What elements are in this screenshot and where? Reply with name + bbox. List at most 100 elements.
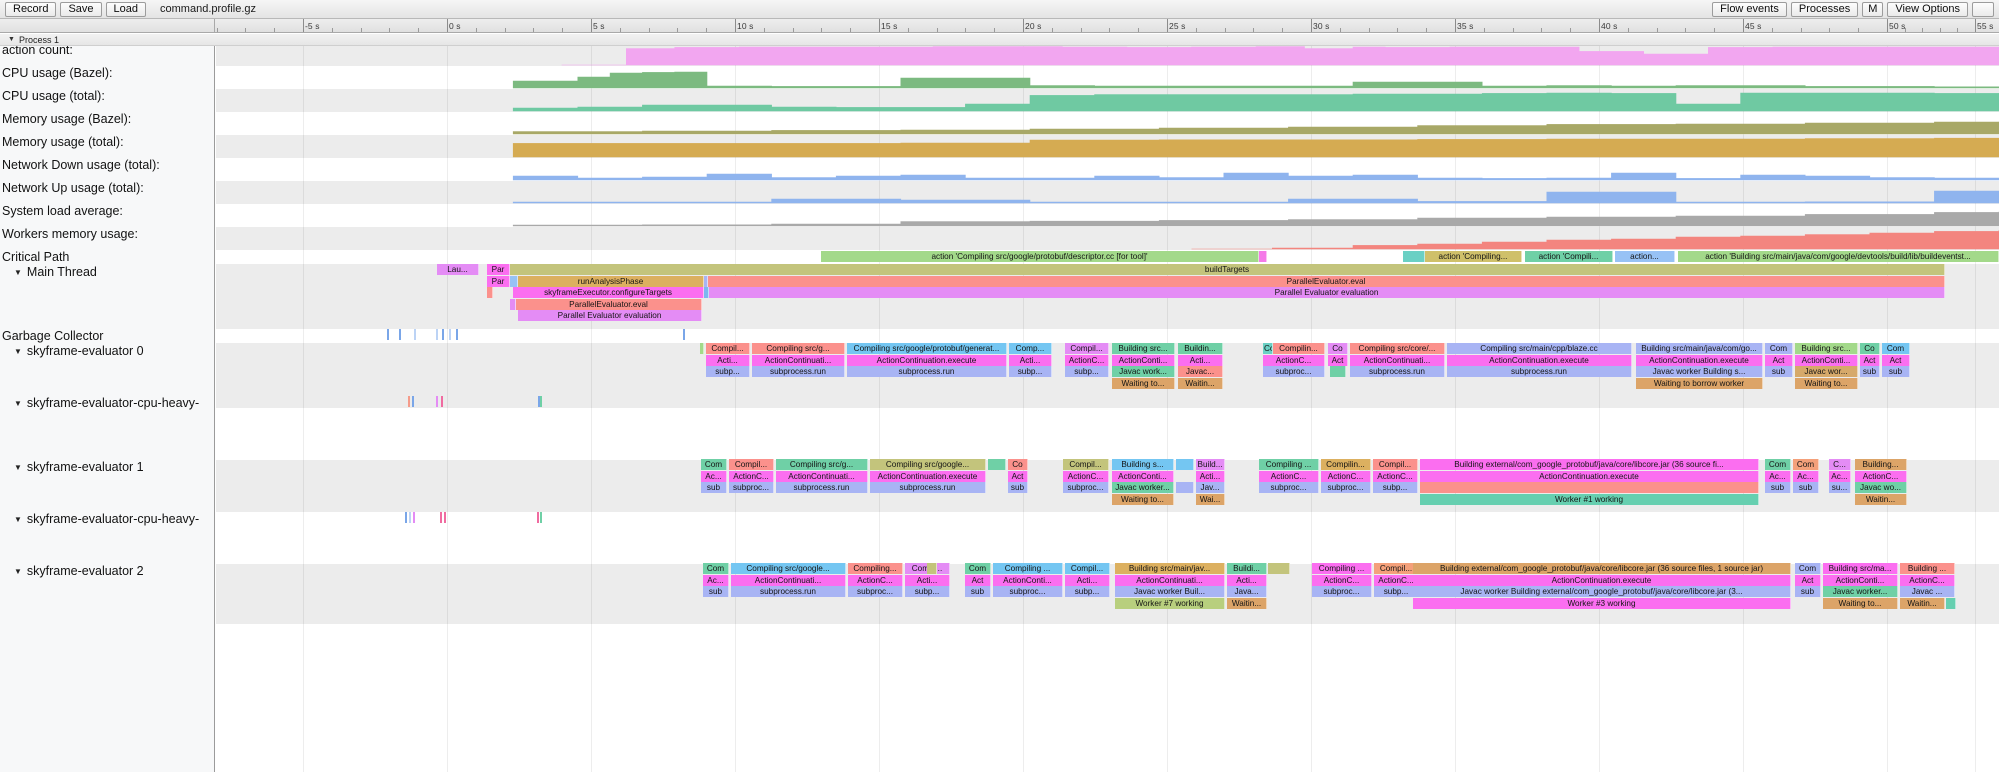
overflow-button[interactable] (1972, 1, 1994, 17)
timeline-slice[interactable]: ActionContinuation.execute (1636, 354, 1763, 366)
timeline-slice[interactable]: subproc... (848, 586, 903, 598)
timeline-slice[interactable]: Act (1860, 354, 1880, 366)
timeline-slice[interactable]: Waiting to borrow worker (1636, 377, 1763, 389)
timeline-slice[interactable]: Building s... (1112, 459, 1174, 470)
timeline-slice[interactable]: Worker #3 working (1413, 597, 1791, 609)
timeline-slice[interactable]: skyframeExecutor.configureTargets (513, 287, 704, 299)
process-header[interactable]: ▼ Process 1 (0, 34, 1999, 46)
timeline-slice[interactable]: C... (1829, 459, 1851, 470)
timeline-slice[interactable]: Act (1008, 470, 1028, 482)
instant-event-marker[interactable] (540, 512, 542, 523)
track-label-network-up-total[interactable]: Network Up usage (total): (0, 181, 214, 195)
timeline-slice[interactable] (487, 287, 493, 299)
timeline-slice[interactable]: ActionC... (1855, 470, 1907, 482)
track-label-skyframe-evaluator-1[interactable]: ▼ skyframe-evaluator 1 (0, 460, 214, 475)
instant-event-marker[interactable] (387, 329, 389, 340)
timeline-slice[interactable]: Com (701, 459, 727, 470)
time-ruler[interactable]: -5 s 0 s 5 s 10 s 15 s 20 s 25 s 30 s 35 s 40 s 45… (0, 19, 1999, 33)
timeline-slice[interactable]: Par (487, 264, 510, 275)
chevron-down-icon[interactable]: ▼ (14, 268, 22, 277)
track-label-system-load-average[interactable]: System load average: (0, 204, 214, 218)
timeline-slice[interactable]: Acti... (905, 574, 950, 586)
timeline-slice[interactable] (510, 298, 516, 310)
chevron-down-icon[interactable]: ▼ (14, 463, 22, 472)
metrics-button[interactable]: M (1862, 1, 1884, 17)
timeline-slice[interactable]: Compiling ... (993, 563, 1063, 574)
counter-track-cpu-usage-total-[interactable] (216, 89, 1999, 112)
timeline-slice[interactable]: ActionContinuati... (752, 354, 845, 366)
timeline-slice[interactable]: ActionContinuation.execute (870, 470, 986, 482)
timeline-slice[interactable]: ActionC... (1259, 470, 1319, 482)
track-label-critical-path[interactable]: Critical Path (0, 250, 214, 264)
save-button[interactable]: Save (60, 1, 102, 17)
instant-event-marker[interactable] (441, 396, 443, 407)
timeline-slice[interactable]: ActionC... (1263, 354, 1325, 366)
counter-track-memory-usage-total-[interactable] (216, 135, 1999, 158)
timeline-slice[interactable]: Building src/main/java/com/go... (1636, 343, 1763, 354)
timeline-slice[interactable]: ActionC... (729, 470, 774, 482)
timeline-slice[interactable]: sub (1795, 586, 1821, 598)
timeline-slice[interactable]: runAnalysisPhase (518, 275, 704, 287)
timeline-slice[interactable]: subproc... (1312, 586, 1372, 598)
timeline-slice[interactable]: action 'Building src/main/java/com/googl… (1678, 251, 1999, 262)
track-label-skyframe-evaluator-0[interactable]: ▼ skyframe-evaluator 0 (0, 344, 214, 359)
timeline-slice[interactable]: Acti... (1178, 354, 1223, 366)
timeline-slice[interactable]: Waitin... (1227, 597, 1267, 609)
timeline-slice[interactable]: Building src/ma... (1823, 563, 1898, 574)
timeline-slice[interactable] (1330, 366, 1346, 378)
timeline-slice[interactable]: Ac... (1793, 470, 1819, 482)
timeline-slice[interactable] (1420, 482, 1759, 494)
timeline-slice[interactable]: subprocess.run (731, 586, 846, 598)
timeline-slice[interactable]: ActionContinuation.execute (1447, 354, 1632, 366)
timeline-slice[interactable]: Building ... (1900, 563, 1955, 574)
timeline-slice[interactable]: Compil... (706, 343, 750, 354)
timeline-slice[interactable]: subprocess.run (776, 482, 868, 494)
track-canvas-column[interactable]: action 'Compiling src/google/protobuf/de… (216, 46, 1999, 772)
timeline-slice[interactable]: Building... (1855, 459, 1907, 470)
track-label-main-thread[interactable]: ▼ Main Thread (0, 265, 214, 280)
instant-event-marker[interactable] (538, 396, 540, 407)
timeline-slice[interactable]: Com (1765, 459, 1791, 470)
timeline-slice[interactable]: sub (701, 482, 727, 494)
timeline-slice[interactable]: ActionC... (1900, 574, 1955, 586)
timeline-slice[interactable]: ActionC... (848, 574, 903, 586)
chevron-down-icon[interactable]: ▼ (14, 567, 22, 576)
timeline-slice[interactable]: Par (487, 275, 510, 287)
timeline-slice[interactable]: sub (965, 586, 991, 598)
chevron-down-icon[interactable]: ▼ (14, 399, 22, 408)
timeline-slice[interactable]: buildTargets (510, 264, 1945, 275)
timeline-slice[interactable]: Waiting to... (1795, 377, 1858, 389)
timeline-slice[interactable]: subp... (706, 366, 750, 378)
track-label-skyframe-evaluator-cpu-heavy-0[interactable]: ▼ skyframe-evaluator-cpu-heavy- (0, 396, 214, 411)
track-label-workers-memory-usage[interactable]: Workers memory usage: (0, 227, 214, 241)
timeline-slice[interactable]: ActionConti... (1112, 470, 1174, 482)
timeline-slice[interactable]: Building src/main/jav... (1115, 563, 1225, 574)
timeline-slice[interactable]: Act (965, 574, 991, 586)
timeline-slice[interactable]: Com (1793, 459, 1819, 470)
timeline-slice[interactable]: ActionC... (1063, 470, 1109, 482)
timeline-slice[interactable] (1259, 251, 1267, 262)
timeline-slice[interactable]: ParallelEvaluator.eval (708, 275, 1945, 287)
timeline-slice[interactable]: Acti... (706, 354, 750, 366)
instant-event-marker[interactable] (414, 329, 416, 340)
timeline-slice[interactable]: Waitin... (1900, 597, 1945, 609)
timeline-slice[interactable]: Act (1328, 354, 1348, 366)
timeline-slice[interactable]: Com (1765, 343, 1793, 354)
timeline-slice[interactable]: ActionConti... (1112, 354, 1175, 366)
timeline-slice[interactable]: Build... (1196, 459, 1225, 470)
timeline-slice[interactable]: ActionContinuation.execute (1413, 574, 1791, 586)
counter-track-system-load-average[interactable] (216, 204, 1999, 227)
timeline-slice[interactable] (1176, 459, 1194, 470)
track-label-cpu-usage-bazel[interactable]: CPU usage (Bazel): (0, 66, 214, 80)
timeline-slice[interactable]: Java... (1227, 586, 1267, 598)
processes-button[interactable]: Processes (1790, 1, 1859, 17)
timeline-slice[interactable]: action... (1615, 251, 1675, 262)
timeline-slice[interactable]: subprocess.run (1447, 366, 1632, 378)
timeline-slice[interactable]: Waiting to... (1823, 597, 1898, 609)
timeline-slice[interactable]: subproc... (729, 482, 774, 494)
timeline-slice[interactable]: Javac work... (1112, 366, 1175, 378)
timeline-slice[interactable]: sub (1882, 366, 1910, 378)
timeline-slice[interactable]: ActionC... (1312, 574, 1372, 586)
timeline-slice[interactable]: ActionC... (1065, 354, 1109, 366)
instant-event-marker[interactable] (436, 396, 438, 407)
